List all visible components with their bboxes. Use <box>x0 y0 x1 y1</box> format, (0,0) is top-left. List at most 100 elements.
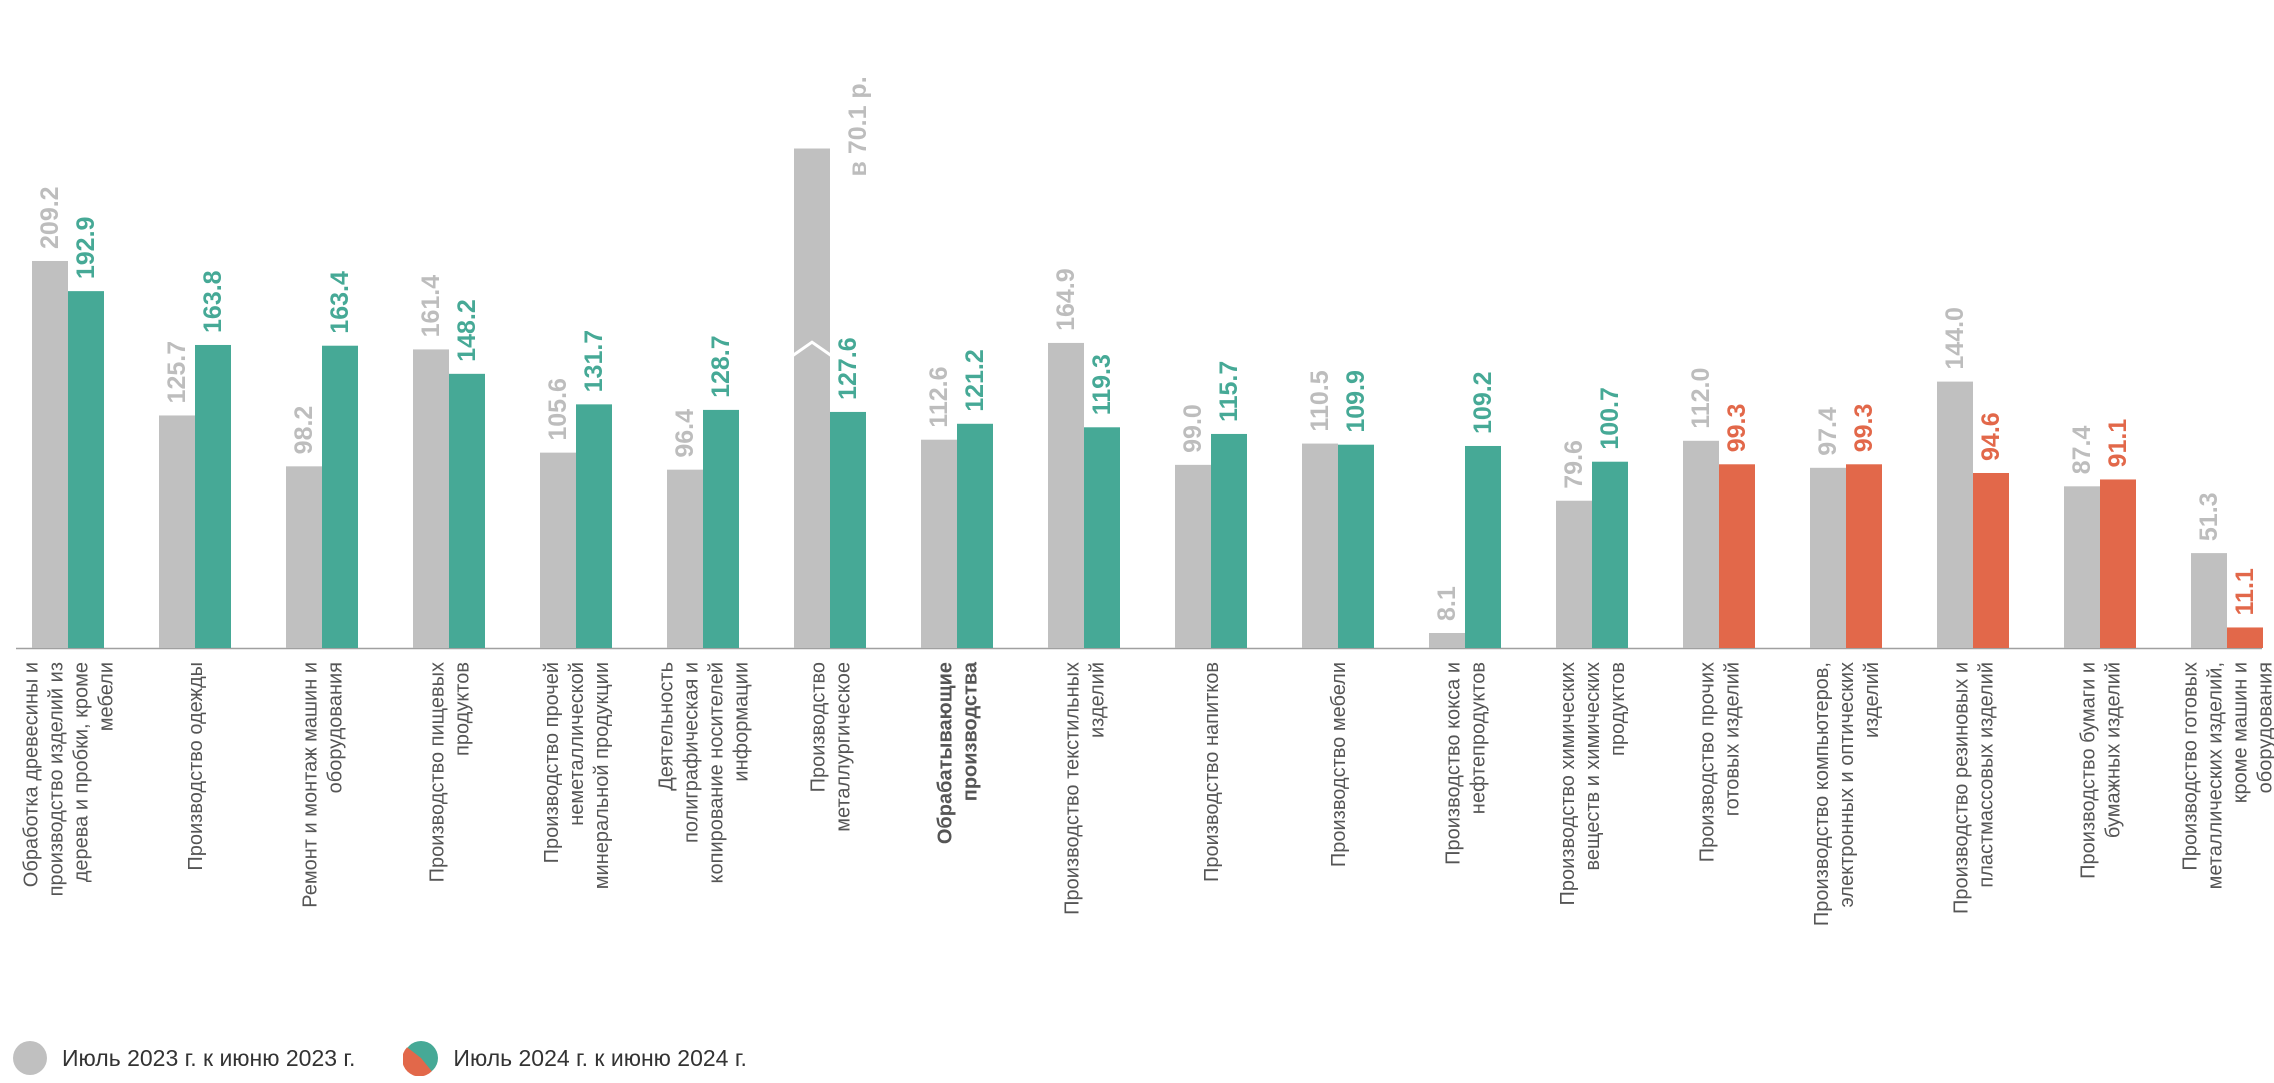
category-label-line: Ремонт и монтаж машин и <box>300 662 322 908</box>
category-label-line: готовых изделий <box>1722 662 1744 816</box>
category-label: Производство текстильных изделий <box>1062 662 1109 915</box>
value-label-2023: 87.4 <box>2068 426 2096 475</box>
value-label-2024: 94.6 <box>1977 412 2005 461</box>
bar-2024 <box>1084 427 1120 648</box>
category-label-line: веществ и химических <box>1582 662 1604 871</box>
category-label: Обработка древесины и производство издели… <box>21 662 118 896</box>
value-label-2024: 109.2 <box>1469 371 1497 434</box>
value-label-2024: 128.7 <box>707 335 735 398</box>
category-label-line: мебели <box>96 662 118 731</box>
category-label: Производство готовых металлических издели… <box>2180 662 2274 889</box>
category-label-line: Производство прочей <box>541 662 563 863</box>
category-label-line: производство изделий из <box>46 662 68 896</box>
bar-2024 <box>449 373 485 648</box>
category-label: Производство одежды <box>185 662 207 871</box>
category-label-line: копирование носителей <box>706 662 728 883</box>
category-label-line: неметаллической <box>566 662 588 826</box>
category-label-line: пластмассовых изделий <box>1976 662 1998 888</box>
value-label-2023: 8.1 <box>1433 586 1461 621</box>
bar-2024 <box>1973 472 2009 648</box>
category-label-line: Производство резиновых и <box>1951 662 1973 914</box>
category-label-line: информации <box>731 662 753 782</box>
bar-2023 <box>1429 633 1465 648</box>
value-label-2024: 91.1 <box>2104 419 2132 468</box>
category-label-line: Обработка древесины и <box>21 662 43 887</box>
bar-2024 <box>1592 461 1628 648</box>
bar-2024 <box>68 291 104 648</box>
value-label-2024: 163.8 <box>199 270 227 333</box>
category-label-line: Производство готовых <box>2180 662 2202 871</box>
legend-swatch-green-red-icon <box>403 1041 439 1076</box>
category-label-line: минеральной продукции <box>591 662 613 889</box>
bar-2023 <box>159 415 195 648</box>
bar-2023 <box>1175 464 1211 648</box>
bar-2024 <box>322 345 358 648</box>
category-label: Производство химических веществ и химичес… <box>1557 662 1629 906</box>
category-label-line: Деятельность <box>656 662 678 791</box>
value-label-2023: 209.2 <box>36 186 64 249</box>
category-label-line: нефтепродуктов <box>1468 662 1490 814</box>
bar-2023 <box>2064 486 2100 648</box>
category-label: Производство металлургическое <box>808 662 855 832</box>
category-label-line: Производство пищевых <box>427 662 449 882</box>
bar-2023 <box>1683 440 1719 648</box>
value-label-2023: 51.3 <box>2195 492 2223 541</box>
bar-2023 <box>794 148 830 648</box>
category-label: Производство компьютеров, электронных и о… <box>1811 662 1883 926</box>
value-label-2024: 109.9 <box>1342 370 1370 433</box>
bar-2023 <box>540 452 576 648</box>
bar-2023 <box>1302 443 1338 648</box>
value-label-2024: 100.7 <box>1596 387 1624 450</box>
category-label-line: Производство бумаги и <box>2078 662 2100 879</box>
value-label-2023: 79.6 <box>1560 440 1588 489</box>
category-label-line: Производство кокса и <box>1443 662 1465 865</box>
category-label-line: оборудования <box>2255 662 2274 793</box>
bar-2024 <box>1338 444 1374 648</box>
value-label-2023: 97.4 <box>1814 407 1842 456</box>
legend-swatch-grey-icon <box>13 1041 47 1075</box>
bar-2023 <box>1810 467 1846 648</box>
bar-2024 <box>195 344 231 648</box>
legend-label-2023: Июль 2023 г. к июню 2023 г. <box>62 1044 356 1071</box>
category-label: Производство прочей неметаллической минера… <box>541 662 613 889</box>
value-label-2024: 121.2 <box>961 349 989 412</box>
category-label: Ремонт и монтаж машин и оборудования <box>300 662 347 908</box>
value-label-2023: 112.0 <box>1687 368 1715 429</box>
bar-2023 <box>1556 500 1592 648</box>
value-label-2024: 119.3 <box>1088 354 1116 415</box>
category-label-line: дерева и пробки, кроме <box>71 662 93 882</box>
value-label-2024: 99.3 <box>1850 404 1878 453</box>
category-label: Производство резиновых и пластмассовых из… <box>1951 662 1998 914</box>
value-label-2023: 99.0 <box>1179 404 1207 453</box>
value-label-2023: 125.7 <box>163 341 191 404</box>
category-label-line: Производство прочих <box>1697 662 1719 862</box>
legend-item-2023: Июль 2023 г. к июню 2023 г. <box>12 1040 355 1076</box>
category-label: Производство бумаги и бумажных изделий <box>2078 662 2125 879</box>
category-label-line: бумажных изделий <box>2103 662 2125 838</box>
bar-2023 <box>286 466 322 648</box>
bar-2024 <box>957 423 993 648</box>
bar-2023 <box>921 439 957 648</box>
category-label-line: Производство компьютеров, <box>1811 662 1833 926</box>
category-label-line: полиграфическая и <box>681 662 703 843</box>
value-label-2023: 112.6 <box>925 367 953 428</box>
bar-break-mark <box>791 340 833 358</box>
bar-2024 <box>576 404 612 648</box>
bar-2024 <box>2227 627 2263 648</box>
value-label-2023: в 70.1 р. <box>844 76 872 176</box>
value-label-2023: 105.6 <box>544 378 572 441</box>
value-label-2024: 192.9 <box>72 217 100 280</box>
category-label: Деятельность полиграфическая и копирование… <box>656 662 753 883</box>
category-label-line: Производство мебели <box>1328 662 1350 867</box>
legend-label-2024: Июль 2024 г. к июню 2024 г. <box>453 1044 747 1071</box>
category-label-line: Производство <box>808 662 830 792</box>
bar-2023 <box>1937 381 1973 648</box>
category-label-line: изделий <box>1087 662 1109 738</box>
category-label: Обрабатывающие производства <box>935 661 982 844</box>
value-label-2023: 110.5 <box>1306 370 1334 431</box>
category-label-line: металлургическое <box>833 662 855 832</box>
category-label: Производство пищевых продуктов <box>427 662 474 882</box>
category-label: Производство прочих готовых изделий <box>1697 662 1744 862</box>
value-label-2024: 99.3 <box>1723 404 1751 453</box>
